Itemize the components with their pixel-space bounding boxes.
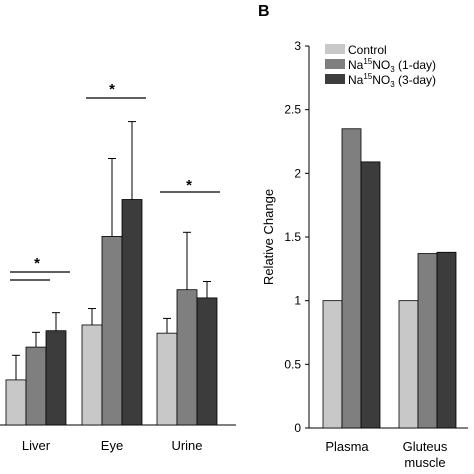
error-bar-eye-day1	[108, 158, 116, 237]
bar-eye-day1	[101, 235, 123, 426]
bar-urine-day1	[176, 289, 198, 426]
error-bar-liver-control	[12, 354, 20, 380]
legend-swatch-control	[325, 44, 345, 54]
bar-gluteus-control	[398, 300, 419, 429]
bar-urine-day3	[196, 297, 218, 426]
legend-swatch-day1	[325, 59, 345, 69]
panel-a-chart: * * * Liver Eye Urine	[0, 81, 236, 453]
panel-b-category-gluteus: Gluteus	[403, 439, 448, 454]
panel-b-y-tick-label: 2	[294, 166, 301, 180]
error-bar-eye-day3	[128, 121, 136, 200]
legend-label-control: Control	[348, 43, 387, 57]
significance-star-urine: *	[186, 177, 192, 194]
error-bar-liver-day3	[52, 312, 60, 331]
bar-urine-control	[156, 332, 178, 426]
panel-b-y-tick-label: 1	[294, 294, 301, 308]
panel-a-category-liver: Liver	[22, 438, 51, 453]
panel-b-y-axis-label: Relative Change	[261, 189, 276, 285]
legend-label-day1: Na15NO3 (1-day)	[348, 57, 436, 74]
error-bar-urine-control	[163, 317, 171, 334]
panel-b-y-tick-label: 0	[294, 421, 301, 435]
legend-swatch-day3	[325, 74, 345, 84]
significance-liver: *	[10, 255, 70, 281]
panel-b-y-tick-label: 1.5	[284, 230, 301, 244]
panel-b-category-muscle: muscle	[404, 455, 445, 470]
bar-plasma-day3	[360, 161, 381, 429]
significance-star-liver: *	[34, 255, 40, 272]
error-bar-urine-day3	[203, 281, 211, 298]
panel-b-y-tick-label: 0.5	[284, 357, 301, 371]
panel-a-category-urine: Urine	[171, 438, 202, 453]
legend-label-day3: Na15NO3 (3-day)	[348, 72, 436, 89]
panel-b-y-tick-label: 2.5	[284, 103, 301, 117]
panel-b-legend: Control Na15NO3 (1-day) Na15NO3 (3-day)	[325, 43, 436, 89]
error-bar-eye-control	[88, 308, 96, 325]
significance-eye: *	[86, 81, 146, 99]
panel-b-letter: B	[258, 3, 270, 20]
bar-plasma-control	[322, 300, 343, 429]
bar-eye-day3	[121, 199, 143, 426]
bar-liver-control	[5, 379, 27, 426]
significance-star-eye: *	[109, 81, 115, 98]
panel-b-y-tick-label: 3	[294, 39, 301, 53]
bar-plasma-day1	[341, 128, 362, 429]
significance-urine: *	[160, 177, 220, 194]
bar-gluteus-day1	[417, 253, 438, 429]
panel-b-chart: B 0 0.5 1 1.5 2 2.5 3 Relative Change Plasma G…	[258, 3, 468, 470]
bar-gluteus-day3	[436, 251, 457, 429]
error-bar-liver-day1	[32, 331, 40, 348]
error-bar-urine-day1	[183, 231, 191, 290]
panel-b-category-plasma: Plasma	[325, 439, 369, 454]
bar-eye-control	[81, 324, 103, 426]
bar-liver-day1	[25, 346, 47, 426]
bar-liver-day3	[45, 330, 67, 426]
panel-a-category-eye: Eye	[101, 438, 123, 453]
